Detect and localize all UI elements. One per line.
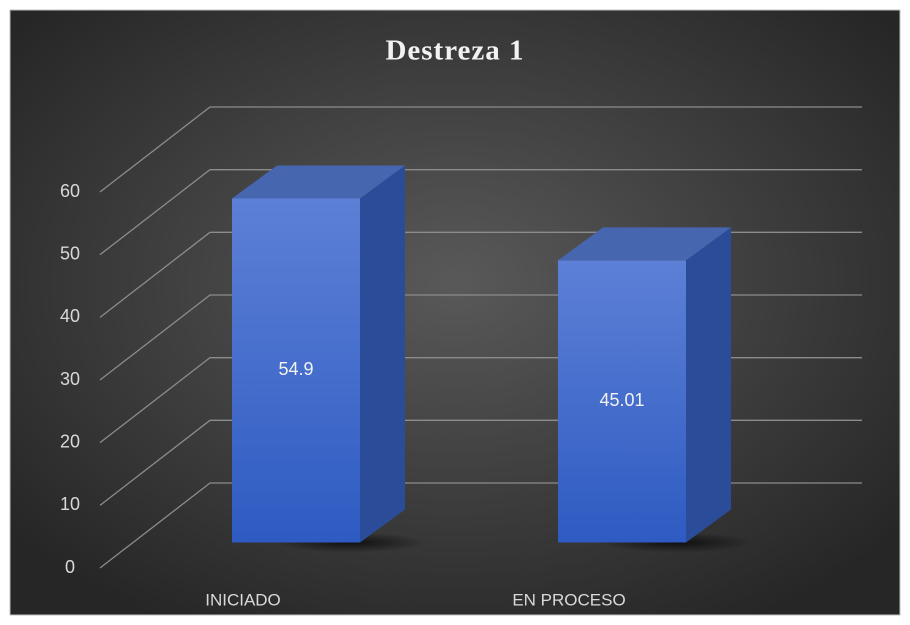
- chart-background: [9, 9, 901, 616]
- y-tick-label: 30: [60, 369, 80, 389]
- bar-side: [686, 227, 731, 543]
- y-tick-label: 60: [60, 181, 80, 201]
- grid-line: [99, 106, 862, 193]
- y-tick-label: 20: [60, 431, 80, 451]
- y-tick-label: 50: [60, 243, 80, 263]
- y-tick-label: 40: [60, 306, 80, 326]
- y-tick-label: 0: [65, 557, 75, 577]
- chart-title: Destreza 1: [385, 35, 524, 67]
- bar: [232, 198, 360, 543]
- bar: [558, 260, 686, 543]
- bar-top: [232, 165, 405, 199]
- y-tick-label: 10: [60, 494, 80, 514]
- x-tick-label: INICIADO: [205, 590, 281, 609]
- x-tick-label: EN PROCESO: [512, 590, 625, 609]
- grid-line: [99, 169, 862, 256]
- value-label: 54.9: [278, 359, 313, 379]
- value-label: 45.01: [599, 390, 644, 410]
- bar-top: [558, 227, 731, 261]
- bar-side: [360, 165, 405, 543]
